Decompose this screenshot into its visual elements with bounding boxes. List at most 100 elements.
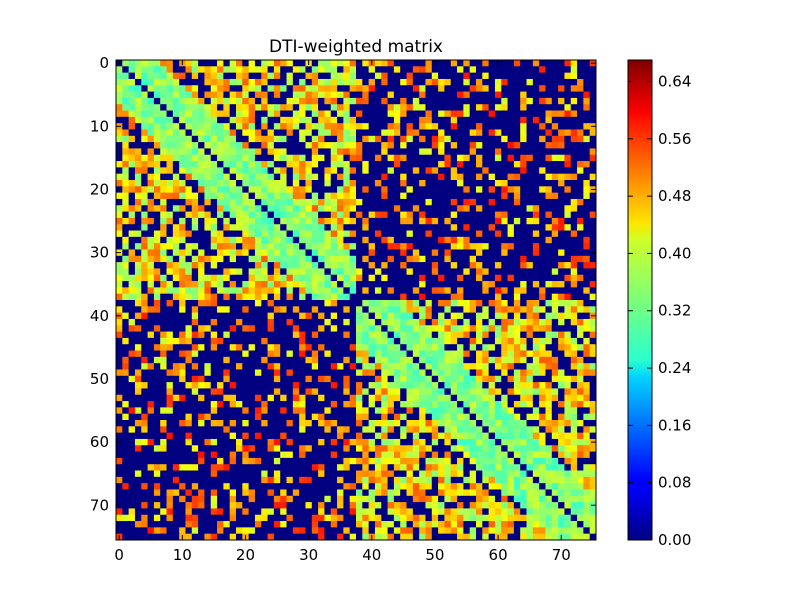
heatmap-cell (299, 356, 306, 364)
heatmap-cell (286, 129, 294, 137)
heatmap-cell (242, 91, 249, 99)
heatmap-cell (558, 167, 565, 175)
heatmap-cell (469, 413, 477, 421)
heatmap-cell (419, 249, 426, 257)
heatmap-cell (248, 78, 256, 86)
heatmap-cell (122, 331, 129, 339)
heatmap-cell (387, 255, 395, 263)
heatmap-cell (242, 401, 249, 408)
heatmap-cell (122, 388, 129, 396)
heatmap-cell (141, 255, 148, 263)
heatmap-cell (387, 60, 395, 67)
heatmap-cell (217, 211, 224, 219)
heatmap-cell (419, 350, 426, 358)
heatmap-cell (242, 350, 249, 358)
heatmap-cell (507, 85, 515, 92)
heatmap-cell (324, 369, 332, 377)
heatmap-cell (482, 394, 489, 402)
heatmap-cell (583, 375, 591, 383)
heatmap-cell (589, 445, 597, 452)
heatmap-cell (172, 401, 180, 408)
heatmap-cell (311, 167, 319, 175)
heatmap-cell (185, 180, 193, 187)
heatmap-cell (558, 230, 565, 238)
heatmap-cell (160, 312, 167, 320)
heatmap-cell (374, 192, 382, 200)
heatmap-cell (589, 243, 597, 250)
heatmap-cell (501, 161, 508, 168)
heatmap-cell (431, 306, 439, 313)
heatmap-cell (577, 344, 584, 351)
heatmap-cell (280, 198, 287, 206)
heatmap-cell (532, 236, 540, 244)
heatmap-cell (564, 287, 572, 295)
heatmap-cell (476, 97, 483, 105)
heatmap-cell (248, 274, 256, 282)
heatmap-cell (305, 243, 313, 250)
heatmap-cell (526, 438, 534, 446)
heatmap-cell (280, 186, 287, 193)
heatmap-cell (368, 306, 376, 313)
heatmap-cell (425, 129, 433, 137)
heatmap-cell (356, 325, 363, 332)
heatmap-cell (223, 192, 231, 200)
heatmap-cell (280, 161, 287, 168)
heatmap-cell (147, 148, 155, 156)
heatmap-cell (286, 287, 294, 295)
heatmap-cell (406, 116, 414, 124)
heatmap-cell (349, 426, 357, 433)
heatmap-cell (324, 85, 332, 92)
heatmap-cell (261, 438, 268, 446)
heatmap-cell (425, 78, 433, 86)
heatmap-cell (141, 198, 148, 206)
heatmap-cell (507, 369, 515, 377)
heatmap-cell (545, 438, 553, 446)
heatmap-cell (217, 262, 224, 269)
heatmap-cell (248, 318, 256, 326)
heatmap-cell (261, 281, 268, 288)
heatmap-cell (337, 420, 344, 427)
heatmap-cell (160, 394, 167, 402)
heatmap-cell (532, 217, 540, 225)
heatmap-cell (589, 426, 597, 433)
heatmap-cell (482, 66, 489, 73)
heatmap-cell (444, 438, 452, 446)
heatmap-cell (438, 401, 445, 408)
heatmap-cell (198, 306, 205, 313)
heatmap-cell (425, 451, 433, 459)
heatmap-cell (457, 407, 464, 415)
heatmap-cell (400, 274, 407, 282)
heatmap-cell (229, 401, 237, 408)
heatmap-cell (311, 331, 319, 339)
heatmap-cell (393, 300, 401, 307)
heatmap-cell (318, 173, 325, 181)
heatmap-cell (229, 344, 237, 351)
heatmap-cell (280, 97, 287, 105)
heatmap-cell (267, 388, 275, 396)
heatmap-cell (406, 293, 414, 301)
heatmap-cell (532, 382, 540, 389)
heatmap-cell (419, 186, 426, 193)
heatmap-cell (273, 135, 281, 143)
heatmap-cell (210, 60, 218, 67)
heatmap-cell (248, 388, 256, 396)
heatmap-cell (330, 142, 338, 149)
heatmap-cell (311, 293, 319, 301)
heatmap-cell (406, 249, 414, 257)
heatmap-cell (431, 300, 439, 307)
heatmap-cell (406, 432, 414, 440)
heatmap-cell (444, 445, 452, 452)
heatmap-cell (116, 97, 123, 105)
heatmap-cell (469, 445, 477, 452)
heatmap-cell (160, 451, 167, 459)
heatmap-cell (217, 173, 224, 181)
heatmap-cell (242, 142, 249, 149)
heatmap-cell (337, 363, 344, 370)
heatmap-cell (153, 318, 161, 326)
heatmap-cell (387, 243, 395, 250)
heatmap-cell (236, 470, 243, 478)
heatmap-cell (198, 104, 205, 111)
heatmap-cell (185, 123, 193, 130)
heatmap-cell (172, 464, 180, 471)
heatmap-cell (236, 262, 243, 269)
